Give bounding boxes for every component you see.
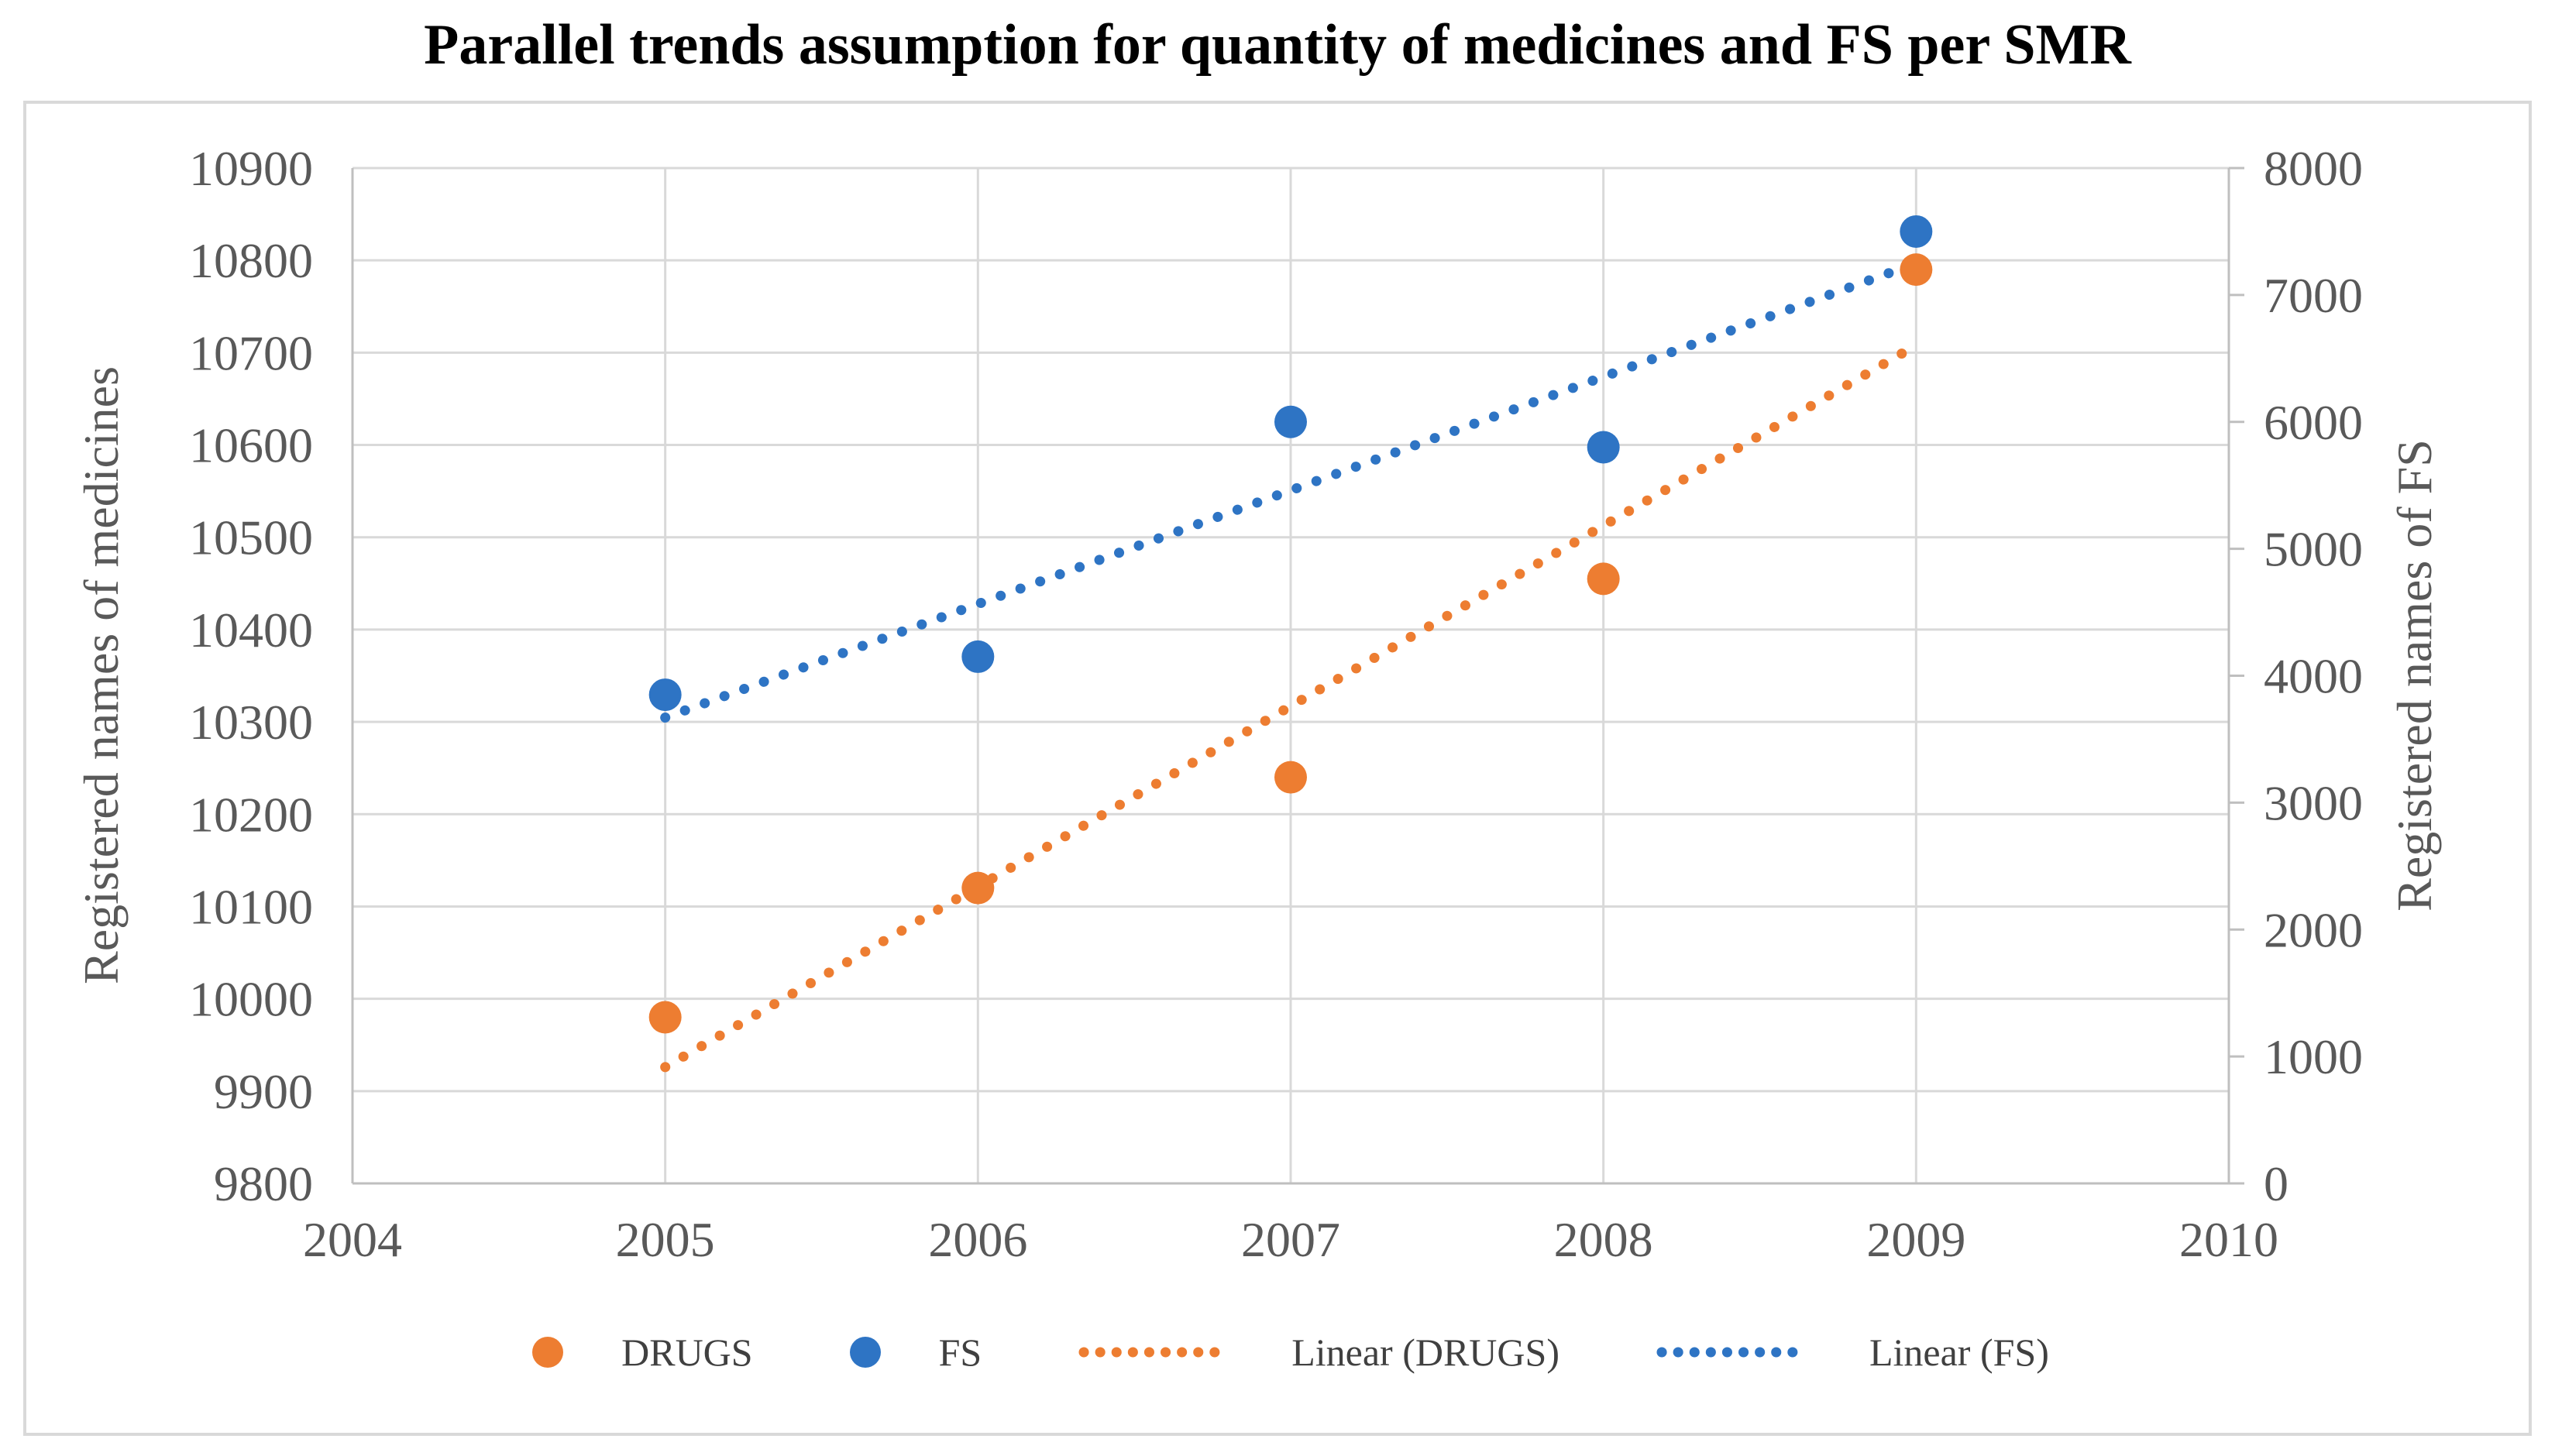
y-right-tick-label: 0 [2264,1156,2288,1211]
y-right-tick-label: 6000 [2264,395,2363,450]
y-left-tick-label: 10500 [189,510,313,565]
y-left-tick-label: 10200 [189,787,313,842]
y-left-tick-label: 10100 [189,879,313,934]
y-left-tick-label: 10900 [189,141,313,196]
x-tick-label: 2005 [616,1212,715,1267]
x-tick-label: 2010 [2179,1212,2278,1267]
y-right-tick-label: 4000 [2264,649,2363,704]
trendline-fs [660,258,1921,723]
x-tick-label: 2009 [1866,1212,1965,1267]
legend-item-linear-drugs: Linear (DRUGS) [1078,1330,1559,1375]
legend-marker-dot-icon [532,1337,564,1368]
legend-item-fs: FS [849,1330,982,1375]
y-right-tick-label: 1000 [2264,1029,2363,1084]
x-tick-label: 2004 [303,1212,402,1267]
gridlines-layer [352,167,2229,1183]
legend-item-drugs: DRUGS [532,1330,753,1375]
y-axis-right-title: Registered names of FS [2387,439,2442,912]
legend-dotted-line-icon [1656,1347,1811,1358]
drugs-point-2006 [961,871,995,905]
y-left-tick-label: 9900 [214,1064,313,1119]
legend-item-linear-fs: Linear (FS) [1656,1330,2049,1375]
drugs-point-2008 [1587,562,1620,596]
legend-label: FS [938,1331,982,1374]
y-axis-left-title: Registered names of medicines [74,366,129,984]
drugs-point-2009 [1900,253,1933,287]
fs-point-2009 [1900,215,1933,248]
chart-title: Parallel trends assumption for quantity … [424,13,2131,77]
x-tick-label: 2006 [928,1212,1027,1267]
y-right-tick-label: 2000 [2264,902,2363,957]
y-left-tick-label: 10000 [189,972,313,1027]
legend: DRUGS FS Linear (DRUGS) Linear (FS) [352,1318,2229,1386]
drugs-point-2005 [648,1001,682,1034]
y-right-tick-label: 5000 [2264,522,2363,577]
y-right-tick-label: 8000 [2264,141,2363,196]
x-tick-label: 2007 [1241,1212,1340,1267]
y-left-tick-label: 10300 [189,695,313,750]
y-right-tick-label: 7000 [2264,268,2363,323]
legend-dotted-line-icon [1078,1347,1233,1358]
fs-point-2008 [1587,431,1620,464]
legend-label: Linear (DRUGS) [1291,1331,1559,1374]
data-series-layer [648,215,1933,1073]
fs-point-2005 [648,678,682,712]
y-left-tick-label: 10800 [189,233,313,288]
y-left-tick-label: 10600 [189,418,313,473]
drugs-point-2007 [1274,761,1307,794]
y-left-tick-label: 10400 [189,603,313,658]
axes-layer [351,167,2244,1185]
legend-label: DRUGS [621,1331,753,1374]
fs-point-2007 [1274,405,1307,438]
axis-tick-labels-layer: 9800990010000101001020010300104001050010… [189,141,2363,1267]
fs-point-2006 [961,640,995,673]
y-left-tick-label: 9800 [214,1156,313,1211]
legend-label: Linear (FS) [1869,1331,2049,1374]
x-tick-label: 2008 [1554,1212,1653,1267]
y-right-tick-label: 3000 [2264,775,2363,830]
legend-marker-dot-icon [849,1337,881,1368]
y-left-tick-label: 10700 [189,325,313,380]
